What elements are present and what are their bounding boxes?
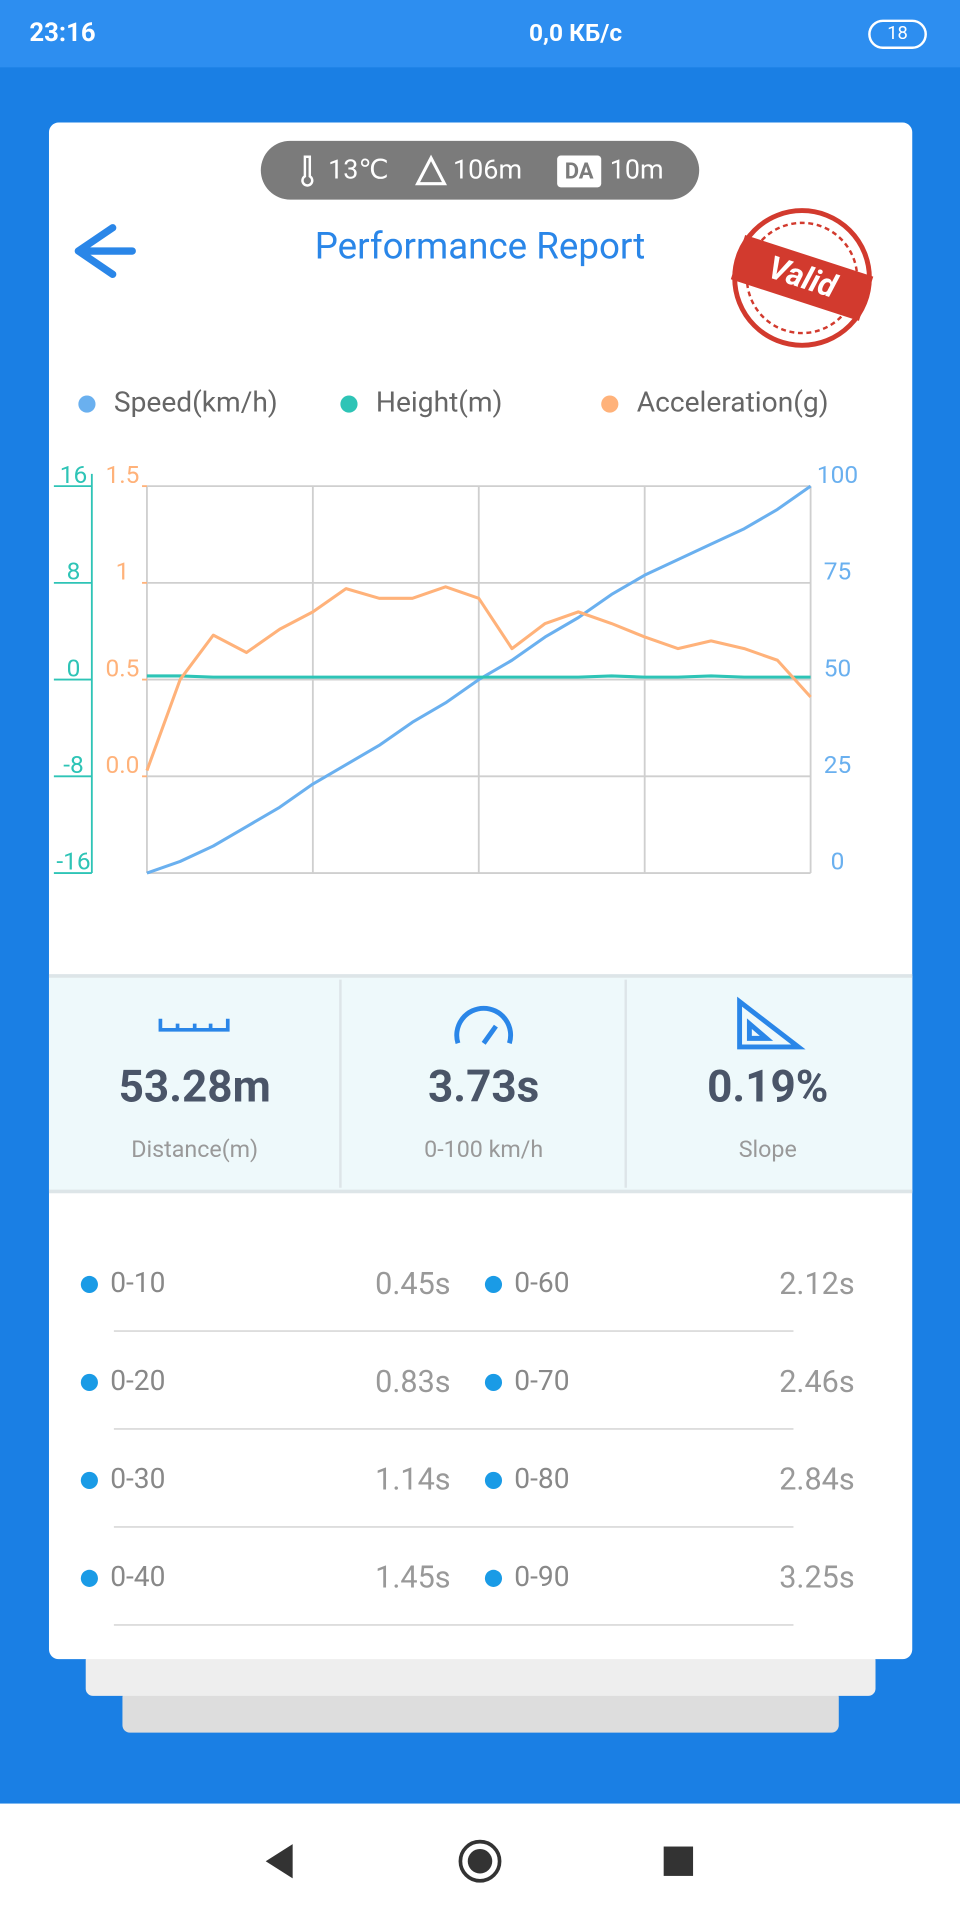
y3-tick-label: 0.5	[105, 653, 139, 682]
distance-icon	[158, 1018, 230, 1032]
split-dot	[80, 1275, 98, 1294]
stamp	[730, 208, 874, 348]
stat-label: Slope	[739, 1135, 797, 1163]
split-time: 0.83s	[375, 1365, 450, 1400]
stat-label: Distance(m)	[131, 1135, 258, 1163]
split-label: 0-40	[110, 1560, 165, 1593]
density-altitude: 10m	[610, 154, 664, 186]
battery-icon	[868, 19, 927, 49]
back-button[interactable]	[74, 224, 136, 278]
stat-value: 3.73s	[428, 1060, 539, 1112]
status-time: 23:16	[29, 18, 95, 48]
status-network: 0,0 КБ/с	[529, 18, 622, 47]
y2-tick-label: 25	[824, 750, 852, 779]
split-time: 0.45s	[375, 1267, 450, 1302]
split-time: 3.25s	[779, 1561, 854, 1596]
split-time: 2.12s	[779, 1267, 854, 1302]
stamp-band	[730, 235, 874, 321]
split-label: 0-90	[514, 1560, 569, 1593]
split-dot	[484, 1275, 503, 1294]
altitude: 106m	[453, 154, 522, 186]
battery-level: 18	[887, 23, 908, 44]
page-title: Performance Report	[315, 224, 646, 267]
split-dot	[80, 1569, 98, 1587]
home-nav[interactable]	[458, 1839, 502, 1883]
y2-tick-label: 50	[824, 653, 852, 682]
legend-dot	[340, 395, 358, 413]
split-label: 0-10	[110, 1266, 165, 1299]
status-bar	[0, 0, 960, 68]
mountain-icon	[415, 154, 448, 186]
series-line	[146, 484, 812, 875]
card-shadow	[122, 1689, 839, 1733]
series-line	[146, 674, 811, 679]
legend-label: Height(m)	[376, 386, 503, 419]
split-dot	[484, 1471, 503, 1489]
recents-nav[interactable]	[663, 1846, 694, 1876]
stat-value: 53.28m	[119, 1060, 271, 1112]
slope-icon	[737, 996, 806, 1050]
da-badge-text: DA	[565, 159, 594, 184]
split-label: 0-60	[514, 1266, 569, 1299]
legend-label: Speed(km/h)	[114, 386, 278, 419]
split-dot	[80, 1471, 98, 1489]
home-nav-dot	[467, 1848, 493, 1874]
split-label: 0-80	[514, 1462, 569, 1495]
y2-tick-label: 100	[817, 460, 858, 489]
y-tick-label: -16	[56, 847, 90, 876]
card	[48, 122, 913, 1660]
split-time: 1.14s	[375, 1463, 450, 1498]
split-time: 2.84s	[779, 1463, 854, 1498]
legend-dot	[601, 395, 619, 413]
y-tick-label: 8	[67, 557, 81, 586]
y-tick-label: -8	[63, 750, 84, 779]
da-badge	[557, 155, 602, 188]
split-time: 2.46s	[779, 1365, 854, 1400]
split-dot	[484, 1373, 503, 1392]
back-nav[interactable]	[265, 1844, 293, 1879]
y-tick-label: 0	[67, 653, 81, 682]
series-line	[145, 585, 812, 772]
y-tick-label: 16	[60, 460, 88, 489]
stat-label: 0-100 km/h	[424, 1135, 543, 1163]
temperature: 13℃	[328, 154, 389, 186]
card-shadow	[85, 1653, 876, 1696]
y3-tick-label: 1.5	[105, 460, 139, 489]
speed-icon	[454, 1005, 514, 1045]
y3-tick-label: 1	[116, 557, 130, 586]
legend-label: Acceleration(g)	[637, 386, 829, 419]
split-dot	[484, 1569, 503, 1587]
legend-dot	[78, 395, 96, 413]
split-label: 0-20	[110, 1364, 165, 1397]
y2-tick-label: 75	[824, 557, 852, 586]
thermometer-icon	[301, 155, 314, 187]
stats-panel	[48, 975, 913, 1192]
split-dot	[80, 1373, 98, 1392]
split-label: 0-30	[110, 1462, 165, 1495]
y3-tick-label: 0.0	[105, 750, 139, 779]
stat-value: 0.19%	[707, 1060, 828, 1112]
split-time: 1.45s	[375, 1561, 450, 1596]
y2-tick-label: 0	[831, 847, 845, 876]
split-label: 0-70	[514, 1364, 569, 1397]
